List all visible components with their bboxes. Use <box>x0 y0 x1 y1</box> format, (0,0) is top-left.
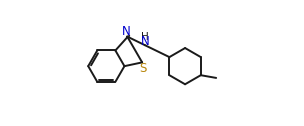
Text: N: N <box>140 35 149 48</box>
Text: H: H <box>141 32 149 42</box>
Text: S: S <box>139 62 147 75</box>
Text: N: N <box>122 25 131 38</box>
